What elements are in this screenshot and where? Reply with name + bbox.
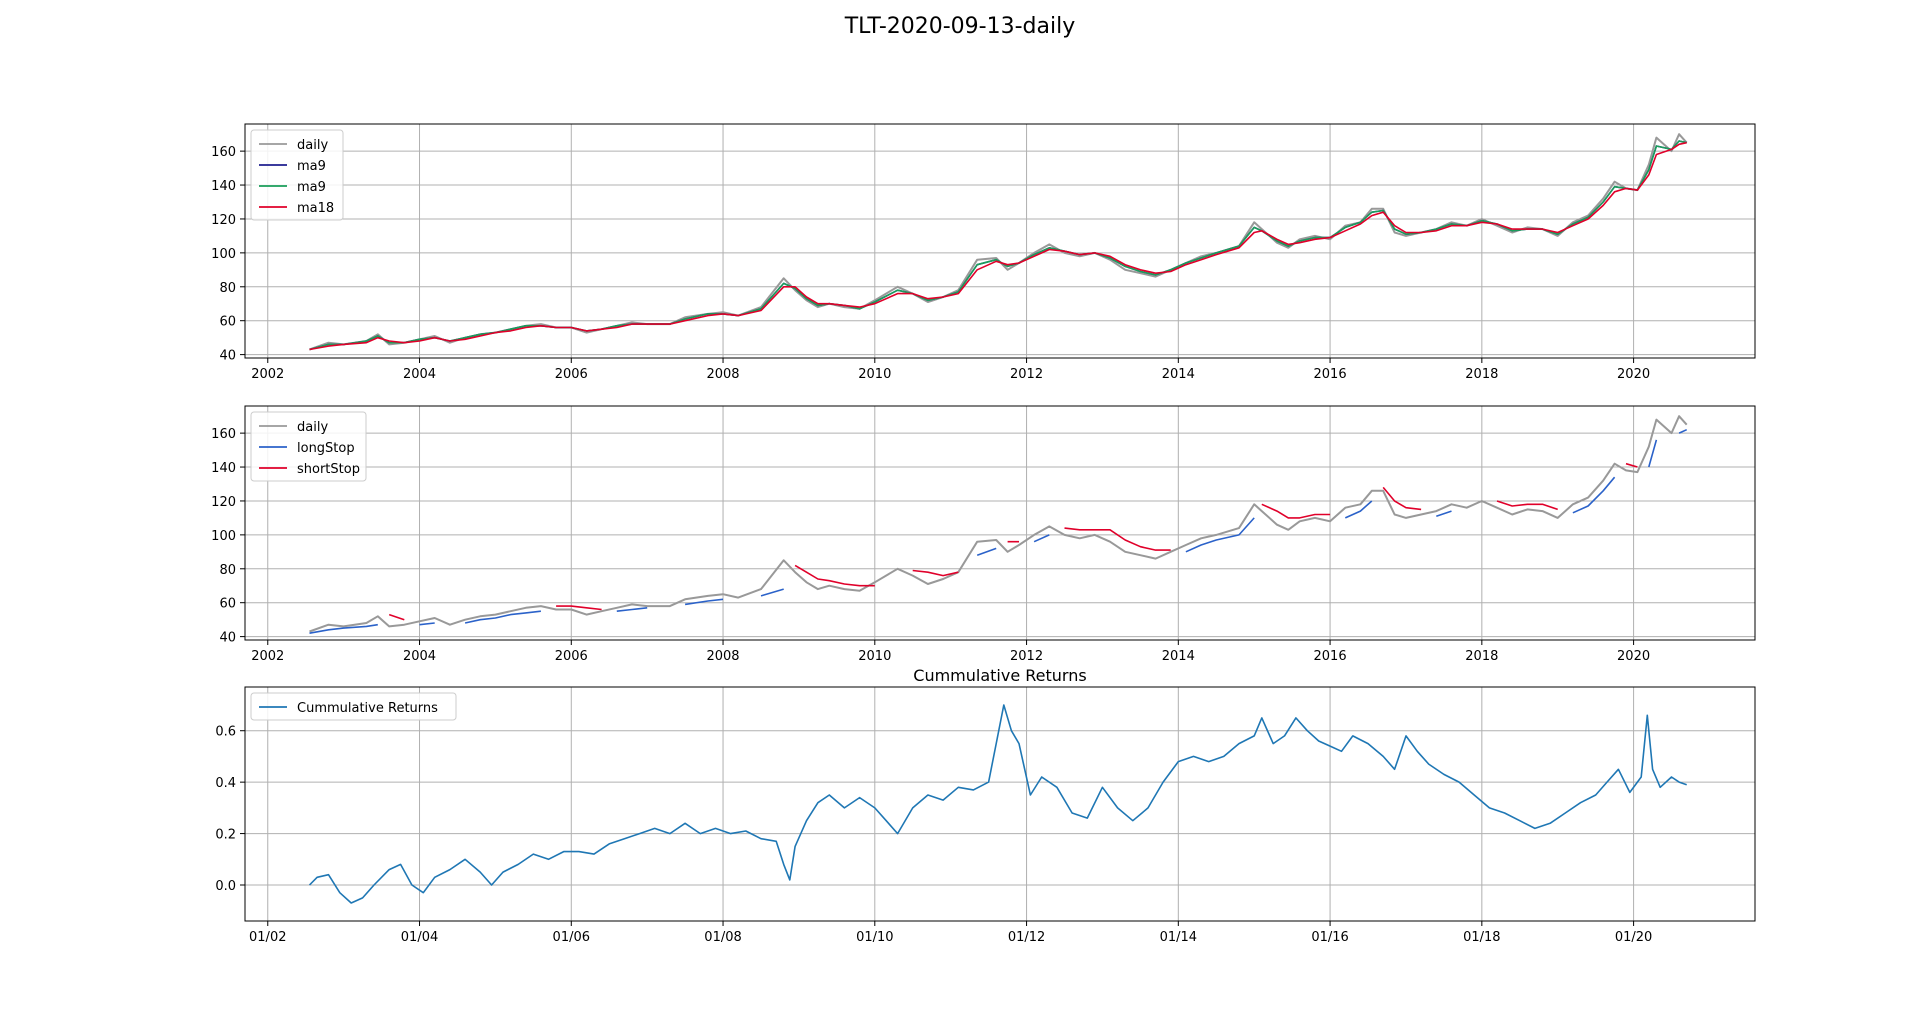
x-tick-label: 2014 <box>1162 649 1195 664</box>
legend-label-Cummulative Returns: Cummulative Returns <box>297 701 438 716</box>
y-tick-label: 160 <box>211 145 236 160</box>
y-tick-label: 80 <box>219 281 236 296</box>
axes-frame <box>244 405 1756 641</box>
y-tick-label: 0.2 <box>215 828 236 843</box>
axes-title: Cummulative Returns <box>913 666 1086 685</box>
x-tick-label: 2018 <box>1465 649 1498 664</box>
series-line-longStop <box>309 428 1688 634</box>
y-tick-label: 100 <box>211 247 236 262</box>
x-tick-label: 2002 <box>251 367 284 382</box>
y-tick-label: 40 <box>219 631 236 646</box>
series-line-Cummulative Returns <box>308 704 1687 904</box>
x-tick-label: 2020 <box>1617 367 1650 382</box>
axes-frame <box>244 123 1756 359</box>
x-tick-label: 01/16 <box>1311 930 1348 945</box>
y-tick-label: 120 <box>211 495 236 510</box>
x-tick-label: 2004 <box>403 649 436 664</box>
y-tick-label: 40 <box>219 349 236 364</box>
legend-box <box>250 411 367 482</box>
y-tick-label: 80 <box>219 563 236 578</box>
x-tick-label: 2006 <box>555 367 588 382</box>
series-line-ma18 <box>309 141 1687 351</box>
figure-title: TLT-2020-09-13-daily <box>844 14 1076 39</box>
legend-label-shortStop: shortStop <box>297 462 360 477</box>
legend-label-daily: daily <box>297 420 328 435</box>
legend-box <box>250 692 457 721</box>
series-line-daily <box>309 133 1688 351</box>
x-tick-label: 2002 <box>251 649 284 664</box>
x-tick-label: 2018 <box>1465 367 1498 382</box>
legend-label-longStop: longStop <box>297 441 355 456</box>
legend-label-daily: daily <box>297 138 328 153</box>
y-tick-label: 160 <box>211 427 236 442</box>
x-tick-label: 01/12 <box>1008 930 1045 945</box>
series-line-daily <box>309 415 1688 633</box>
series-line-ma9 <box>309 140 1687 351</box>
y-tick-label: 0.4 <box>215 776 236 791</box>
x-tick-label: 2012 <box>1010 367 1043 382</box>
x-tick-label: 2010 <box>858 367 891 382</box>
x-tick-label: 01/02 <box>249 930 286 945</box>
x-tick-label: 2016 <box>1314 649 1347 664</box>
x-tick-label: 01/10 <box>856 930 893 945</box>
x-tick-label: 01/08 <box>704 930 741 945</box>
legend-label-ma9: ma9 <box>297 180 326 195</box>
legend-box <box>250 129 344 221</box>
y-tick-label: 0.0 <box>215 879 236 894</box>
x-tick-label: 2008 <box>706 649 739 664</box>
legend: daily longStop shortStop <box>250 411 367 482</box>
x-tick-label: 01/06 <box>553 930 590 945</box>
panel-prices-ma: 2002 2004 2006 2008 2010 2012 2014 2016 2018 2020… <box>211 123 1756 382</box>
legend: daily ma9 ma9 ma18 <box>250 129 344 221</box>
legend-label-ma9: ma9 <box>297 159 326 174</box>
x-tick-label: 2020 <box>1617 649 1650 664</box>
x-tick-label: 2010 <box>858 649 891 664</box>
panel-returns: 01/02 01/04 01/06 01/08 01/10 01/12 01/14 01/16… <box>215 666 1756 945</box>
y-tick-label: 100 <box>211 529 236 544</box>
x-tick-label: 2016 <box>1314 367 1347 382</box>
x-tick-label: 01/04 <box>401 930 438 945</box>
y-tick-label: 60 <box>219 597 236 612</box>
panel-stops: 2002 2004 2006 2008 2010 2012 2014 2016 2018 2020… <box>211 405 1756 664</box>
x-tick-label: 2014 <box>1162 367 1195 382</box>
x-tick-label: 2012 <box>1010 649 1043 664</box>
y-tick-label: 140 <box>211 461 236 476</box>
x-tick-label: 2004 <box>403 367 436 382</box>
x-tick-label: 01/18 <box>1463 930 1500 945</box>
x-tick-label: 01/20 <box>1615 930 1652 945</box>
y-tick-label: 0.6 <box>215 725 236 740</box>
x-tick-label: 2006 <box>555 649 588 664</box>
legend-label-ma18: ma18 <box>297 201 334 216</box>
y-tick-label: 140 <box>211 179 236 194</box>
series-line-ma9 <box>309 140 1687 351</box>
x-tick-label: 01/14 <box>1160 930 1197 945</box>
legend: Cummulative Returns <box>250 692 457 721</box>
y-tick-label: 60 <box>219 315 236 330</box>
axes-frame <box>244 686 1756 922</box>
x-tick-label: 2008 <box>706 367 739 382</box>
y-tick-label: 120 <box>211 213 236 228</box>
series-line-shortStop <box>389 423 1671 620</box>
